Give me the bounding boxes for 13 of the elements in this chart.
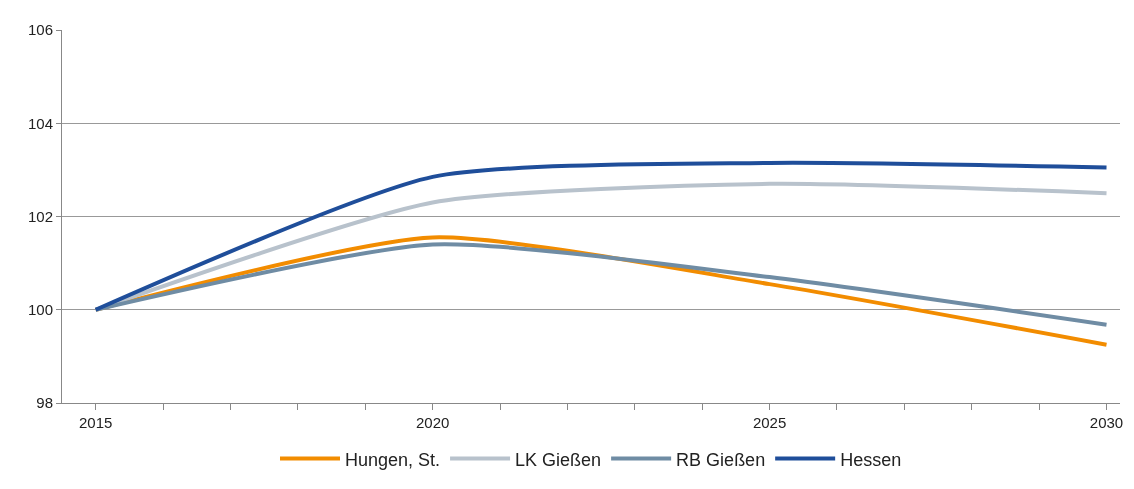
y-tick-label: 104 [27,114,53,132]
legend-label: LK Gießen [515,449,602,470]
y-tick-label: 98 [36,394,53,412]
y-tick-label: 102 [27,207,53,225]
y-tick-label: 100 [27,301,53,318]
x-tick-label: 2030 [1089,414,1124,431]
x-tick-label: 2025 [752,414,787,431]
x-tick-label: 2020 [415,414,450,431]
legend-label: RB Gießen [676,449,766,470]
x-tick-label: 2015 [79,414,113,431]
legend-label: Hessen [840,449,902,470]
legend-label: Hungen, St. [345,449,441,470]
y-tick-label: 106 [27,21,53,39]
